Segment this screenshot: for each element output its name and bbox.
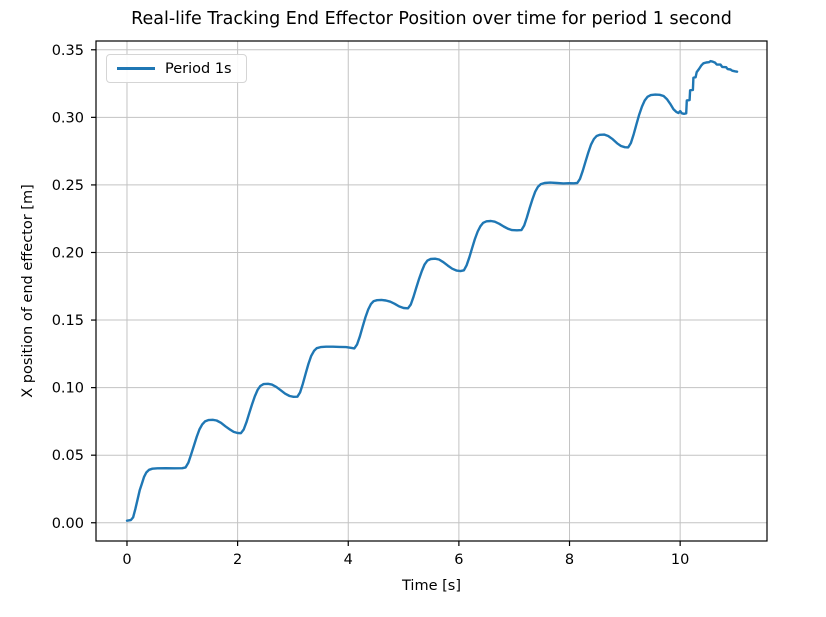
- y-tick-label: 0.00: [52, 516, 84, 532]
- x-axis-label: Time [s]: [402, 578, 461, 594]
- x-tick-label: 8: [565, 552, 574, 568]
- x-tick-label: 2: [233, 552, 242, 568]
- y-tick-label: 0.25: [52, 178, 84, 194]
- y-tick-label: 0.15: [52, 313, 84, 329]
- series-line: [125, 59, 739, 522]
- y-tick-label: 0.10: [52, 381, 84, 397]
- legend: Period 1s: [106, 54, 247, 83]
- chart-title: Real-life Tracking End Effector Position…: [131, 9, 732, 29]
- plot-background: [96, 41, 767, 541]
- y-tick-label: 0.05: [52, 448, 84, 464]
- axes-spines: [95, 40, 768, 542]
- y-tick-label: 0.20: [52, 245, 84, 261]
- y-tick-label: 0.30: [52, 110, 84, 126]
- x-tick-label: 0: [122, 552, 131, 568]
- x-tick-label: 4: [344, 552, 353, 568]
- legend-line-sample: [117, 67, 155, 70]
- x-tick-label: 10: [671, 552, 689, 568]
- y-axis-label: X position of end effector [m]: [20, 184, 36, 398]
- x-tick-label: 6: [454, 552, 463, 568]
- y-tick-label: 0.35: [52, 43, 84, 59]
- legend-label: Period 1s: [165, 60, 232, 77]
